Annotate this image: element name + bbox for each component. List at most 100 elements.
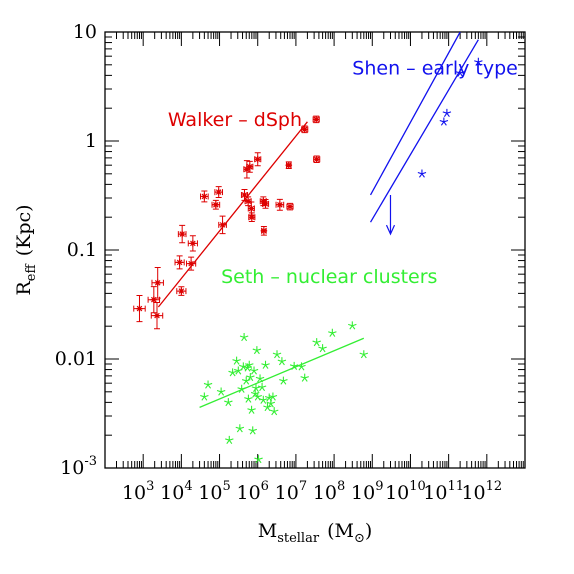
x-tick-label: 104	[160, 479, 192, 504]
shen-data-point	[455, 68, 465, 77]
walker-marker	[276, 201, 284, 209]
walker-marker	[153, 312, 161, 319]
seth-data-point	[248, 426, 257, 435]
walker-marker	[215, 188, 222, 196]
walker-marker	[312, 116, 320, 123]
walker-data-point	[260, 225, 268, 236]
walker-data-point	[218, 215, 227, 235]
walker-data-point	[286, 202, 294, 211]
x-tick-label: 1011	[423, 479, 464, 504]
walker-data-point	[248, 212, 256, 223]
seth-series	[199, 321, 369, 464]
walker-marker	[285, 161, 293, 169]
seth-data-point	[277, 357, 287, 366]
walker-marker	[150, 296, 158, 303]
seth-data-point	[254, 455, 263, 464]
walker-marker	[176, 259, 183, 266]
seth-data-point	[255, 374, 265, 383]
seth-data-point	[318, 344, 327, 353]
shen-data-point	[442, 108, 452, 117]
walker-data-point	[174, 255, 185, 270]
seth-data-point	[312, 338, 321, 347]
seth-data-point	[269, 407, 279, 416]
walker-marker	[248, 213, 256, 221]
x-tick-label: 105	[198, 479, 230, 504]
walker-marker	[189, 240, 197, 247]
y-tick-label: 0.1	[67, 239, 97, 261]
seth-data-point	[289, 361, 299, 370]
seth-data-point	[216, 387, 226, 396]
walker-data-point	[176, 286, 187, 296]
walker-data-point	[177, 224, 187, 244]
walker-data-point	[275, 198, 285, 211]
walker-marker	[178, 230, 186, 238]
seth-data-point	[261, 360, 270, 369]
seth-data-point	[251, 383, 261, 392]
y-tick-label: 1	[85, 130, 97, 152]
shen-data-point	[417, 169, 427, 178]
y-tick-label: 0.01	[55, 348, 97, 370]
seth-series-label: Seth – nuclear clusters	[221, 266, 437, 288]
seth-data-point	[263, 403, 272, 412]
seth-data-point	[279, 376, 288, 385]
seth-data-point	[239, 333, 249, 342]
walker-marker	[246, 163, 254, 171]
walker-data-point	[259, 196, 267, 207]
x-tick-label: 109	[351, 479, 383, 504]
shen-data-point	[474, 57, 483, 66]
walker-marker	[136, 305, 143, 312]
walker-marker	[286, 203, 294, 210]
walker-data-point	[200, 190, 209, 203]
seth-data-point	[237, 384, 246, 393]
x-axis-label: Mstellar (M⊙)	[258, 520, 373, 546]
shen-upper-line	[369, 32, 461, 196]
walker-data-point	[211, 199, 221, 210]
seth-data-point	[348, 321, 357, 330]
x-tick-label: 1010	[385, 479, 426, 504]
walker-data-point	[187, 235, 198, 252]
walker-data-point	[147, 286, 161, 314]
walker-data-point	[133, 295, 146, 323]
seth-data-point	[359, 350, 369, 359]
walker-marker	[187, 260, 195, 267]
x-tick-label: 106	[236, 479, 268, 504]
walker-marker	[241, 191, 248, 199]
walker-marker	[178, 287, 185, 295]
walker-data-point	[261, 199, 270, 209]
seth-data-point	[268, 392, 278, 401]
shen-arrow	[385, 194, 396, 236]
seth-data-point	[239, 362, 248, 371]
seth-data-point	[232, 356, 241, 365]
seth-data-point	[235, 424, 245, 433]
walker-marker	[154, 279, 161, 287]
walker-data-point	[285, 161, 293, 169]
shen-series-label: Shen – early type	[352, 57, 518, 79]
seth-data-point	[297, 362, 306, 371]
seth-data-point	[224, 398, 233, 407]
walker-marker	[301, 126, 309, 133]
x-tick-label: 107	[275, 479, 307, 504]
shen-data-point	[439, 117, 449, 126]
walker-data-point	[186, 256, 197, 271]
seth-data-point	[200, 392, 209, 401]
y-tick-label: 10-3	[60, 454, 97, 479]
walker-data-point	[246, 160, 254, 173]
walker-series	[133, 115, 321, 330]
seth-data-point	[246, 372, 255, 382]
y-tick-label: 10	[73, 21, 97, 43]
seth-data-point	[266, 399, 276, 408]
seth-data-point	[228, 368, 237, 377]
walker-marker	[262, 200, 269, 208]
walker-data-point	[254, 152, 262, 167]
x-tick-label: 103	[122, 479, 154, 504]
seth-data-point	[252, 346, 262, 355]
seth-data-point	[225, 435, 234, 444]
shen-series	[369, 32, 483, 236]
seth-data-point	[243, 363, 252, 372]
seth-data-point	[253, 392, 262, 401]
seth-fit-line	[199, 337, 365, 408]
walker-fit-line	[157, 121, 308, 308]
walker-marker	[219, 221, 226, 229]
walker-marker	[260, 227, 268, 235]
